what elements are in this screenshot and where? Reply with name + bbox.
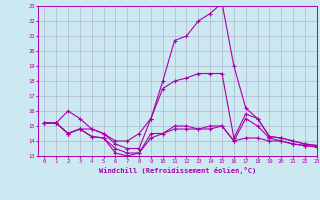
X-axis label: Windchill (Refroidissement éolien,°C): Windchill (Refroidissement éolien,°C)	[99, 167, 256, 174]
